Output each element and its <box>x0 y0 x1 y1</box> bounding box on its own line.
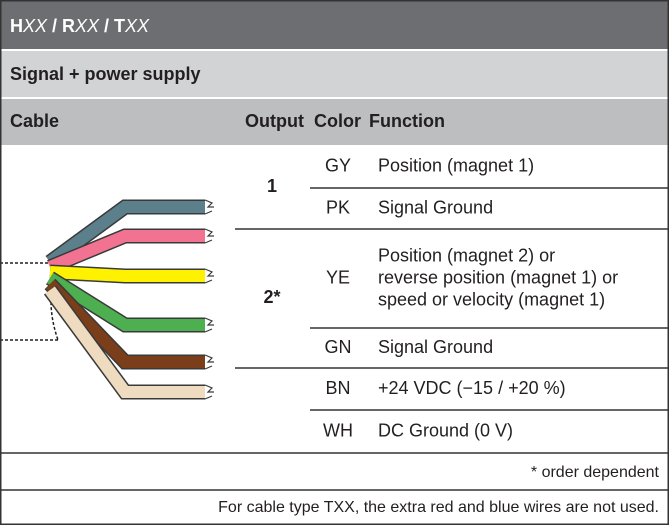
wire-end <box>205 355 214 369</box>
function: DC Ground (0 V) <box>378 420 513 440</box>
output: 1 <box>267 176 277 196</box>
column-header: Output <box>245 111 304 131</box>
title-part: XX <box>124 16 150 36</box>
color-code: WH <box>323 420 353 440</box>
wire-end <box>205 318 214 332</box>
output: 2* <box>263 287 280 307</box>
title-part: / R <box>47 16 75 36</box>
title-part: H <box>10 16 23 36</box>
function: speed or velocity (magnet 1) <box>378 289 605 309</box>
function: Signal Ground <box>378 197 493 217</box>
footnote: * order dependent <box>531 464 660 481</box>
title-part: / T <box>99 16 125 36</box>
column-header: Color <box>314 111 361 131</box>
color-code: GY <box>325 155 351 175</box>
title-part: XX <box>22 16 48 36</box>
wire <box>50 272 205 276</box>
section-title: Signal + power supply <box>10 64 201 84</box>
title-part: XX <box>74 16 100 36</box>
title: HXX / RXX / TXX <box>10 16 150 36</box>
color-code: YE <box>326 267 350 287</box>
function: +24 VDC (−15 / +20 %) <box>378 378 566 398</box>
pin-table: HXX / RXX / TXX Signal + power supply Ca… <box>0 0 669 525</box>
function: Position (magnet 1) <box>378 155 534 175</box>
column-header: Function <box>369 111 445 131</box>
function: Position (magnet 2) or <box>378 245 555 265</box>
wire-end <box>205 269 214 283</box>
wire-end <box>205 200 214 214</box>
color-code: BN <box>325 378 350 398</box>
column-header: Cable <box>10 111 59 131</box>
color-code: PK <box>326 197 350 217</box>
note: For cable type TXX, the extra red and bl… <box>218 499 659 516</box>
function: reverse position (magnet 1) or <box>378 267 618 287</box>
color-code: GN <box>325 337 352 357</box>
wire-end <box>205 229 214 243</box>
function: Signal Ground <box>378 337 493 357</box>
wire-end <box>205 385 214 399</box>
cable-wires <box>50 200 214 399</box>
